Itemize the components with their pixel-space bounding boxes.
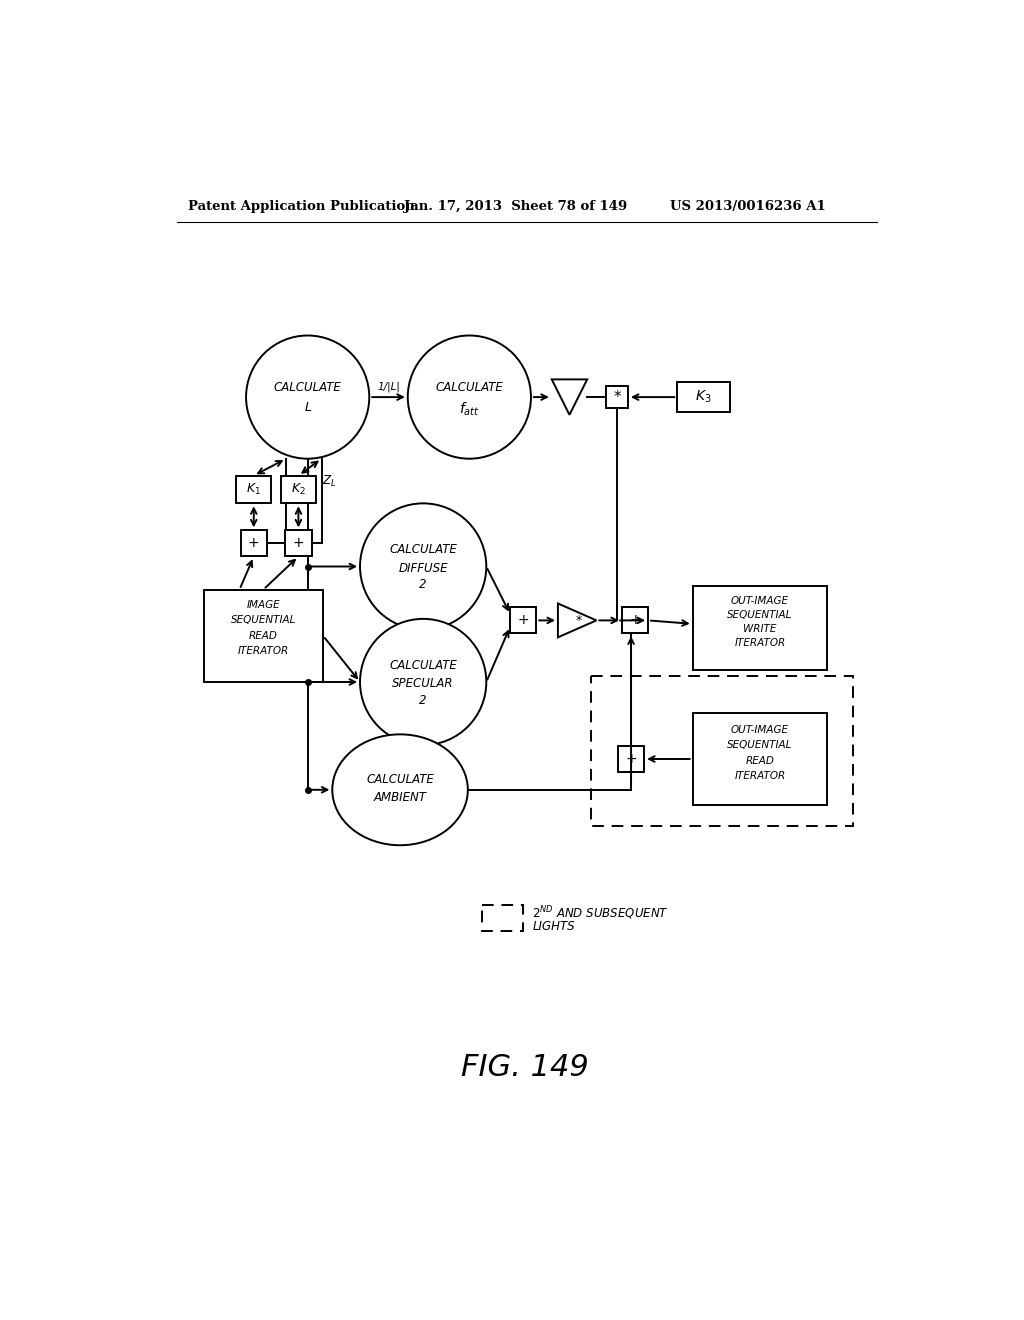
Text: LIGHTS: LIGHTS (532, 920, 575, 933)
Text: 1/|L|: 1/|L| (377, 381, 400, 392)
Text: WRITE: WRITE (743, 624, 777, 634)
Text: $K_3$: $K_3$ (695, 389, 712, 405)
Text: SEQUENTIAL: SEQUENTIAL (230, 615, 296, 626)
Text: CALCULATE: CALCULATE (367, 772, 434, 785)
Text: +: + (517, 614, 529, 627)
Text: $2^{ND}$ AND SUBSEQUENT: $2^{ND}$ AND SUBSEQUENT (532, 904, 670, 921)
Text: *: * (575, 614, 582, 627)
Text: L: L (304, 401, 311, 414)
FancyBboxPatch shape (241, 531, 267, 557)
Text: CALCULATE: CALCULATE (273, 381, 342, 395)
Text: $K_1$: $K_1$ (247, 482, 261, 498)
Text: CALCULATE: CALCULATE (389, 543, 457, 556)
Circle shape (246, 335, 370, 459)
FancyBboxPatch shape (281, 475, 316, 503)
FancyBboxPatch shape (677, 383, 730, 412)
Text: 2: 2 (420, 578, 427, 591)
Text: +: + (629, 614, 641, 627)
Text: ITERATOR: ITERATOR (734, 638, 785, 648)
Polygon shape (558, 603, 596, 638)
Text: ITERATOR: ITERATOR (238, 647, 289, 656)
FancyBboxPatch shape (237, 475, 271, 503)
FancyBboxPatch shape (286, 531, 311, 557)
FancyBboxPatch shape (510, 607, 537, 634)
FancyBboxPatch shape (692, 713, 827, 805)
Text: 2: 2 (420, 694, 427, 708)
FancyBboxPatch shape (622, 607, 648, 634)
FancyBboxPatch shape (606, 387, 628, 408)
Text: SEQUENTIAL: SEQUENTIAL (727, 610, 793, 620)
Text: IMAGE: IMAGE (247, 601, 281, 610)
Text: US 2013/0016236 A1: US 2013/0016236 A1 (670, 199, 825, 213)
Text: +: + (626, 752, 637, 766)
Text: READ: READ (249, 631, 278, 640)
Ellipse shape (333, 734, 468, 845)
Text: *: * (613, 389, 621, 405)
Text: Patent Application Publication: Patent Application Publication (188, 199, 415, 213)
Text: CALCULATE: CALCULATE (389, 659, 457, 672)
Circle shape (360, 619, 486, 744)
Text: +: + (293, 536, 304, 550)
Text: READ: READ (745, 755, 774, 766)
Text: CALCULATE: CALCULATE (435, 381, 503, 395)
FancyBboxPatch shape (692, 586, 827, 671)
Text: $f_{att}$: $f_{att}$ (459, 401, 480, 418)
Text: ITERATOR: ITERATOR (734, 771, 785, 781)
Circle shape (360, 503, 486, 630)
Text: $Z_L$: $Z_L$ (322, 474, 336, 490)
Text: FIG. 149: FIG. 149 (461, 1052, 589, 1081)
Text: +: + (248, 536, 259, 550)
Text: SEQUENTIAL: SEQUENTIAL (727, 741, 793, 750)
Text: DIFFUSE: DIFFUSE (398, 561, 447, 574)
Text: Jan. 17, 2013  Sheet 78 of 149: Jan. 17, 2013 Sheet 78 of 149 (403, 199, 627, 213)
Polygon shape (552, 379, 587, 414)
Text: OUT-IMAGE: OUT-IMAGE (731, 597, 790, 606)
Text: $K_2$: $K_2$ (291, 482, 306, 498)
Text: SPECULAR: SPECULAR (392, 677, 454, 690)
Text: OUT-IMAGE: OUT-IMAGE (731, 725, 790, 735)
Circle shape (408, 335, 531, 459)
FancyBboxPatch shape (617, 746, 644, 772)
FancyBboxPatch shape (204, 590, 323, 682)
Text: AMBIENT: AMBIENT (374, 791, 427, 804)
